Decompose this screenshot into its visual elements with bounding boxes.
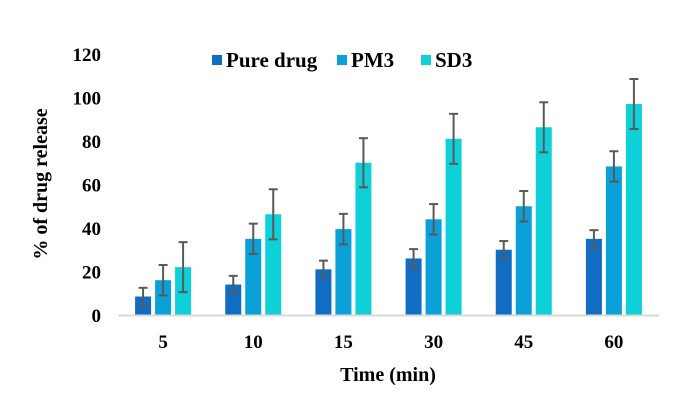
y-axis-title: % of drug release [30, 108, 52, 259]
error-bar-pure-drug-10 [228, 274, 238, 295]
error-bar-sd3-60 [629, 78, 639, 131]
bar-sd3-15 [355, 162, 372, 315]
legend-item-sd3: SD3 [421, 48, 472, 72]
error-bar-sd3-10 [268, 188, 278, 241]
error-bar-pure-drug-15 [318, 259, 328, 280]
y-tick-label: 100 [73, 89, 102, 110]
bar-pm3-30 [425, 219, 442, 315]
legend-item-pure-drug: Pure drug [212, 48, 318, 72]
bar-sd3-30 [445, 138, 462, 315]
error-bar-pure-drug-60 [589, 229, 599, 249]
error-bar-pm3-15 [338, 212, 348, 246]
legend-label: SD3 [435, 48, 472, 72]
y-tick-label: 120 [73, 45, 102, 66]
x-tick-label: 30 [424, 332, 443, 353]
x-tick-labels: 5 10 15 30 45 60 [158, 332, 623, 353]
error-bar-pm3-60 [609, 150, 619, 183]
y-tick-label: 0 [92, 306, 102, 327]
error-bar-pure-drug-30 [409, 248, 419, 269]
error-bar-sd3-15 [358, 137, 368, 189]
bar-sd3-60 [625, 104, 642, 316]
bar-pure-drug-15 [315, 269, 332, 315]
y-tick-label: 80 [82, 132, 101, 153]
error-bars-layer [138, 78, 639, 307]
bar-sd3-45 [535, 127, 552, 315]
error-bar-pure-drug-5 [138, 286, 148, 307]
legend-swatch-pm3 [337, 55, 347, 65]
bar-pm3-10 [245, 238, 262, 315]
y-tick-label: 20 [82, 263, 101, 284]
bar-pure-drug-45 [495, 249, 512, 315]
bar-pure-drug-60 [585, 238, 602, 315]
legend-label: Pure drug [226, 48, 318, 72]
bar-pure-drug-10 [225, 284, 242, 315]
legend-item-pm3: PM3 [337, 48, 394, 72]
error-bar-pm3-5 [158, 263, 168, 297]
x-tick-label: 45 [514, 332, 533, 353]
bar-pm3-45 [515, 206, 532, 315]
x-axis-title: Time (min) [340, 364, 436, 386]
bar-pm3-60 [605, 166, 622, 315]
legend-swatch-pure-drug [212, 55, 222, 65]
error-bar-pm3-10 [248, 222, 258, 256]
legend-swatch-sd3 [421, 55, 431, 65]
error-bar-pm3-45 [519, 190, 529, 223]
error-bar-pure-drug-45 [499, 240, 509, 260]
x-tick-label: 60 [604, 332, 623, 353]
error-bar-sd3-30 [449, 112, 459, 165]
legend-label: PM3 [351, 48, 394, 72]
bar-pure-drug-30 [405, 258, 422, 315]
bars-layer [135, 104, 642, 316]
error-bar-sd3-5 [178, 241, 188, 294]
bar-pm3-15 [335, 229, 352, 315]
y-tick-labels: 0 20 40 60 80 100 120 [73, 45, 102, 327]
error-bar-sd3-45 [539, 101, 549, 154]
x-tick-label: 15 [334, 332, 353, 353]
y-tick-label: 40 [82, 219, 101, 240]
x-tick-label: 5 [158, 332, 168, 353]
error-bar-pm3-30 [429, 203, 439, 236]
bar-pm3-5 [155, 280, 172, 315]
y-tick-label: 60 [82, 176, 101, 197]
x-tick-label: 10 [244, 332, 263, 353]
legend: Pure drug PM3 SD3 [212, 48, 472, 72]
